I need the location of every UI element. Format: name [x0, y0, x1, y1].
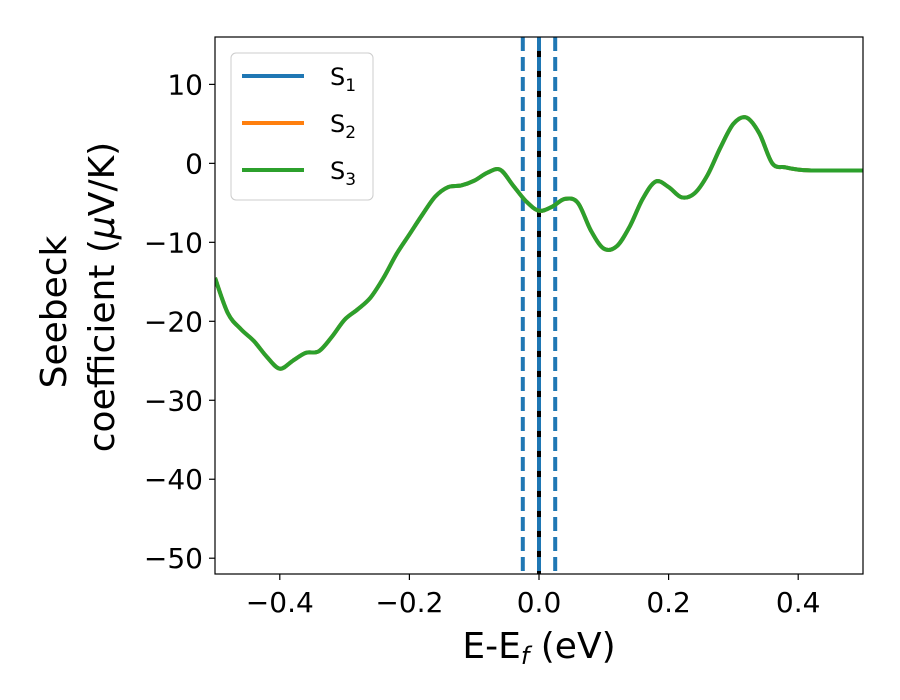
legend-label-s3: S3 — [330, 157, 356, 190]
x-tick-label: 0.4 — [776, 586, 821, 619]
x-tick-label: −0.4 — [246, 586, 314, 619]
series-line-s3 — [215, 115, 863, 371]
x-tick-label: 0.2 — [646, 586, 691, 619]
y-tick-label: −30 — [144, 384, 203, 417]
y-axis-ticks: 10 0 −10 −20 −30 −40 −50 — [144, 68, 215, 575]
x-axis-label: E-Ef (eV) — [462, 626, 615, 670]
y-tick-label: −40 — [144, 463, 203, 496]
legend-label-s1: S1 — [330, 63, 356, 96]
y-axis-label: Seebeck coefficient (μV/K) — [34, 142, 123, 452]
vertical-lines — [520, 37, 558, 574]
y-axis-label-line2: coefficient (μV/K) — [82, 142, 123, 452]
y-tick-label: 0 — [185, 147, 203, 180]
series-layer — [215, 115, 863, 371]
y-tick-label: −20 — [144, 305, 203, 338]
legend-box — [230, 52, 374, 201]
legend: S1 S2 S3 — [230, 52, 374, 201]
legend-label-s2: S2 — [330, 110, 356, 143]
y-tick-label: −50 — [144, 542, 203, 575]
y-tick-label: 10 — [167, 68, 203, 101]
y-tick-label: −10 — [144, 226, 203, 259]
y-axis-label-line1: Seebeck — [34, 235, 75, 388]
x-tick-label: 0.0 — [517, 586, 562, 619]
x-axis-ticks: −0.4 −0.2 0.0 0.2 0.4 — [246, 574, 821, 619]
x-tick-label: −0.2 — [375, 586, 443, 619]
